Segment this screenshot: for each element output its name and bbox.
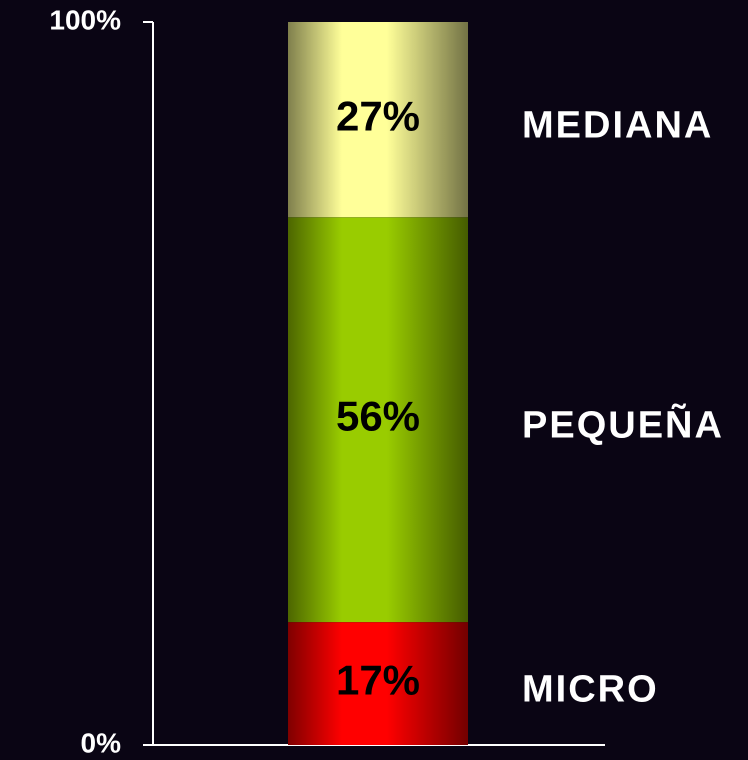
series-label: MICRO bbox=[522, 669, 659, 711]
y-tick-label: 100% bbox=[49, 4, 121, 35]
series-label: MEDIANA bbox=[522, 105, 713, 147]
bar-segment bbox=[288, 217, 468, 623]
value-label: 56% bbox=[336, 393, 420, 440]
bar-segment bbox=[288, 622, 468, 745]
value-label: 27% bbox=[336, 93, 420, 140]
y-tick-label: 0% bbox=[81, 727, 122, 758]
value-label: 17% bbox=[336, 657, 420, 704]
series-label: PEQUEÑA bbox=[522, 403, 724, 447]
bar-segment bbox=[288, 22, 468, 218]
